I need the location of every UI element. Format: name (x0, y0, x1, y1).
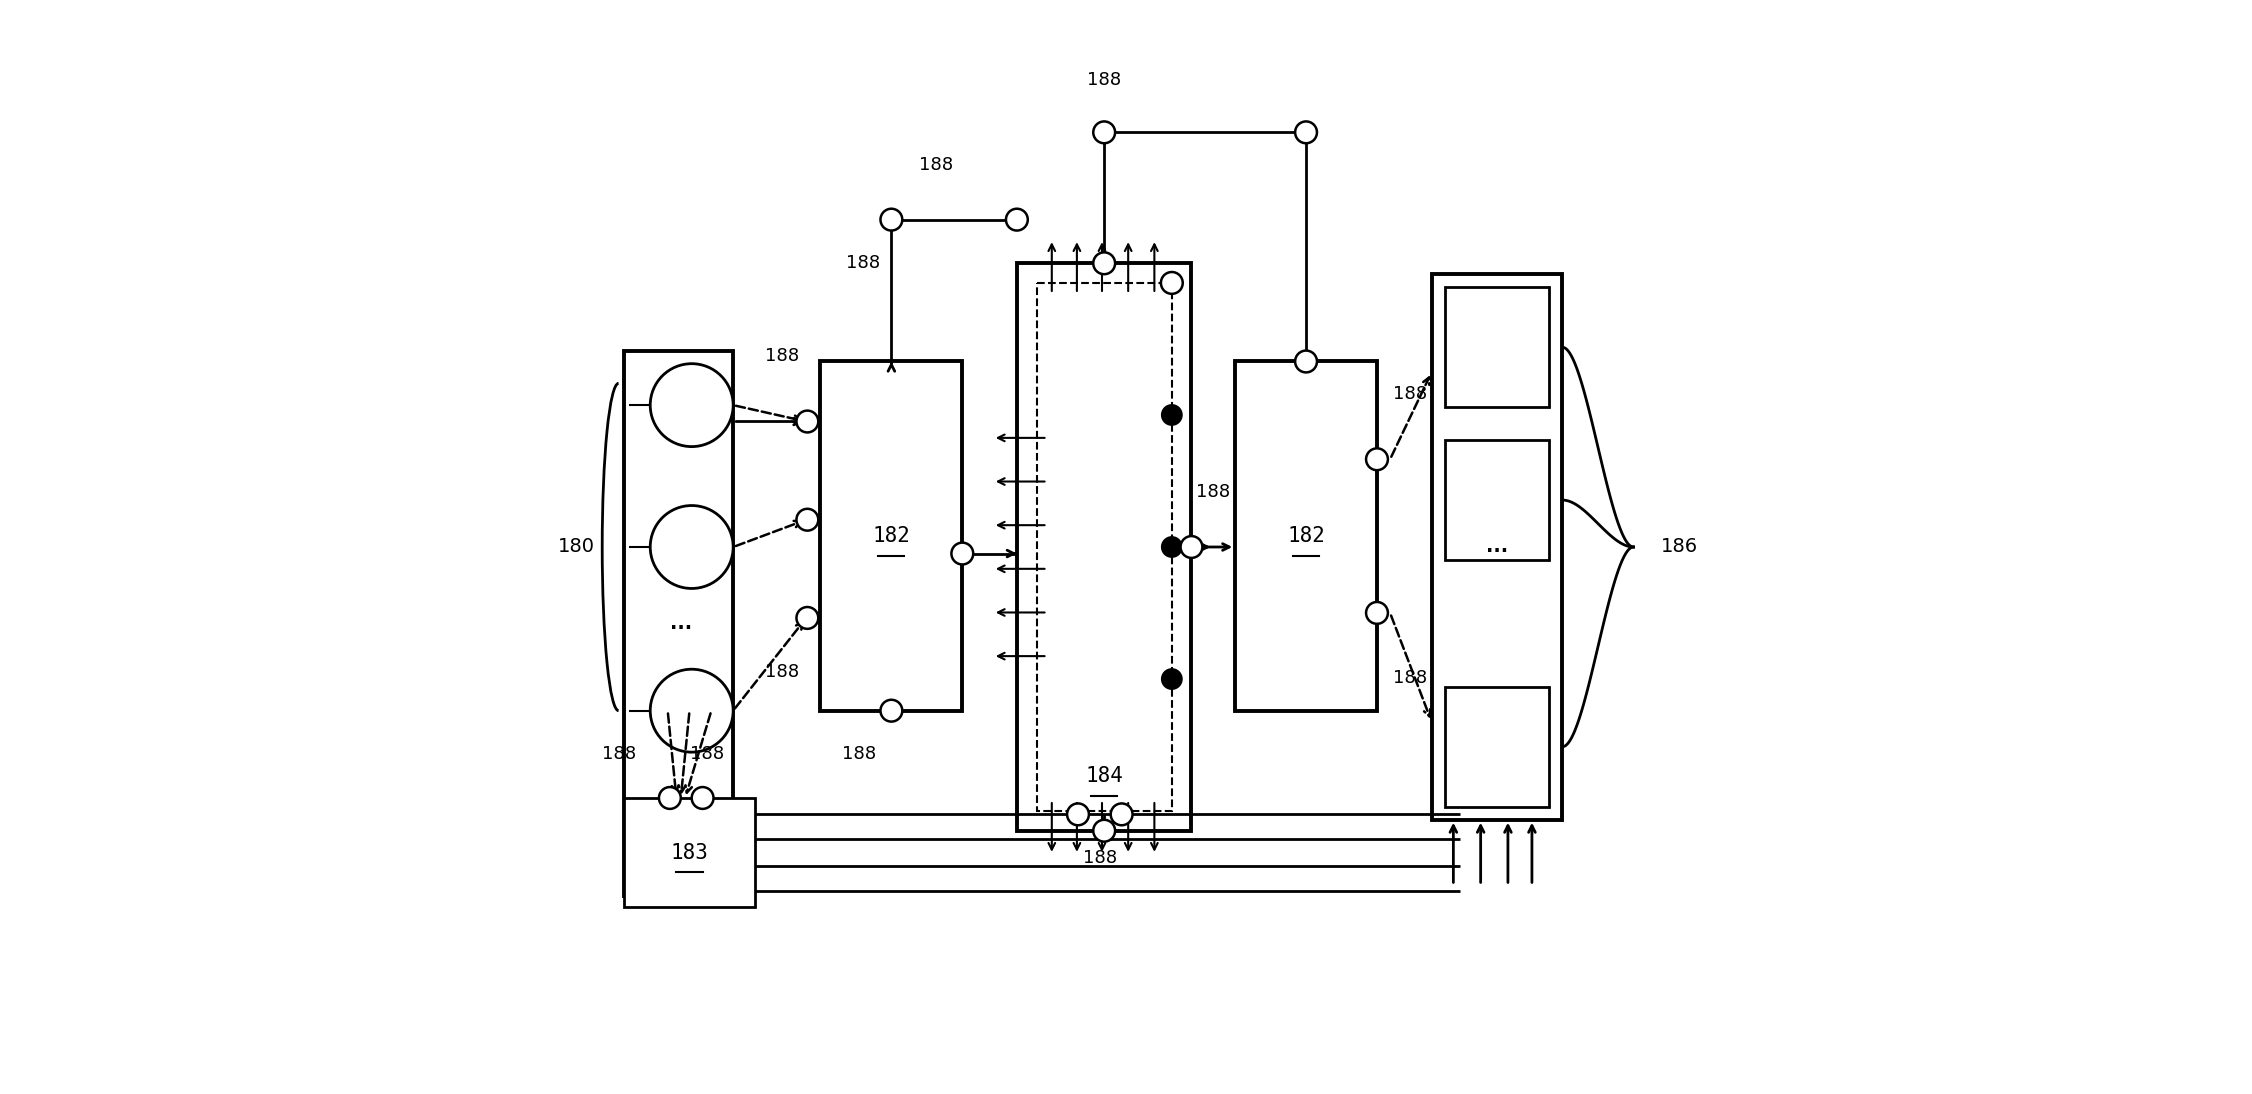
Bar (624, 350, 734, 896)
Text: 186: 186 (1660, 537, 1698, 557)
Text: 188: 188 (763, 347, 799, 365)
Text: 188: 188 (1394, 670, 1428, 687)
Text: 188: 188 (919, 156, 953, 174)
Bar (1036, 283, 1171, 811)
Circle shape (881, 700, 903, 722)
Circle shape (1067, 803, 1090, 825)
Circle shape (797, 410, 817, 432)
Circle shape (1295, 121, 1317, 143)
Text: 180: 180 (558, 537, 595, 557)
Text: 188: 188 (1088, 71, 1121, 89)
Bar (1444, 687, 1549, 806)
Circle shape (1092, 819, 1115, 841)
Circle shape (1295, 350, 1317, 372)
Circle shape (1092, 121, 1115, 143)
Text: ...: ... (1486, 537, 1509, 557)
Circle shape (651, 363, 734, 446)
Circle shape (1110, 803, 1133, 825)
Text: 188: 188 (847, 254, 881, 272)
Circle shape (797, 509, 817, 531)
Text: 188: 188 (1196, 484, 1230, 501)
Bar (1444, 440, 1549, 560)
Circle shape (1367, 602, 1387, 624)
Circle shape (651, 505, 734, 589)
Circle shape (1162, 668, 1182, 690)
Circle shape (950, 543, 973, 565)
Text: 188: 188 (842, 745, 876, 764)
Bar (1432, 275, 1563, 819)
Circle shape (1007, 209, 1027, 231)
Bar (1018, 264, 1191, 830)
Circle shape (881, 209, 903, 231)
Text: 188: 188 (1394, 385, 1428, 403)
Text: 183: 183 (671, 842, 709, 862)
Circle shape (1162, 272, 1182, 294)
Text: 182: 182 (872, 526, 910, 546)
Text: 188: 188 (763, 663, 799, 682)
Bar (1444, 288, 1549, 407)
Bar (624, 798, 754, 907)
Text: 182: 182 (1288, 526, 1324, 546)
Bar (820, 361, 962, 711)
Circle shape (1162, 404, 1182, 426)
Circle shape (1367, 449, 1387, 470)
Circle shape (660, 787, 680, 808)
Text: 188: 188 (601, 745, 637, 764)
Text: 188: 188 (689, 745, 723, 764)
Circle shape (1162, 536, 1182, 558)
Circle shape (691, 787, 714, 808)
Circle shape (1180, 536, 1203, 558)
Text: 188: 188 (1083, 849, 1117, 868)
Circle shape (1092, 253, 1115, 275)
Text: ...: ... (669, 614, 691, 633)
Text: 184: 184 (1085, 766, 1124, 787)
Circle shape (651, 670, 734, 753)
Circle shape (797, 607, 817, 629)
Bar (1234, 361, 1376, 711)
